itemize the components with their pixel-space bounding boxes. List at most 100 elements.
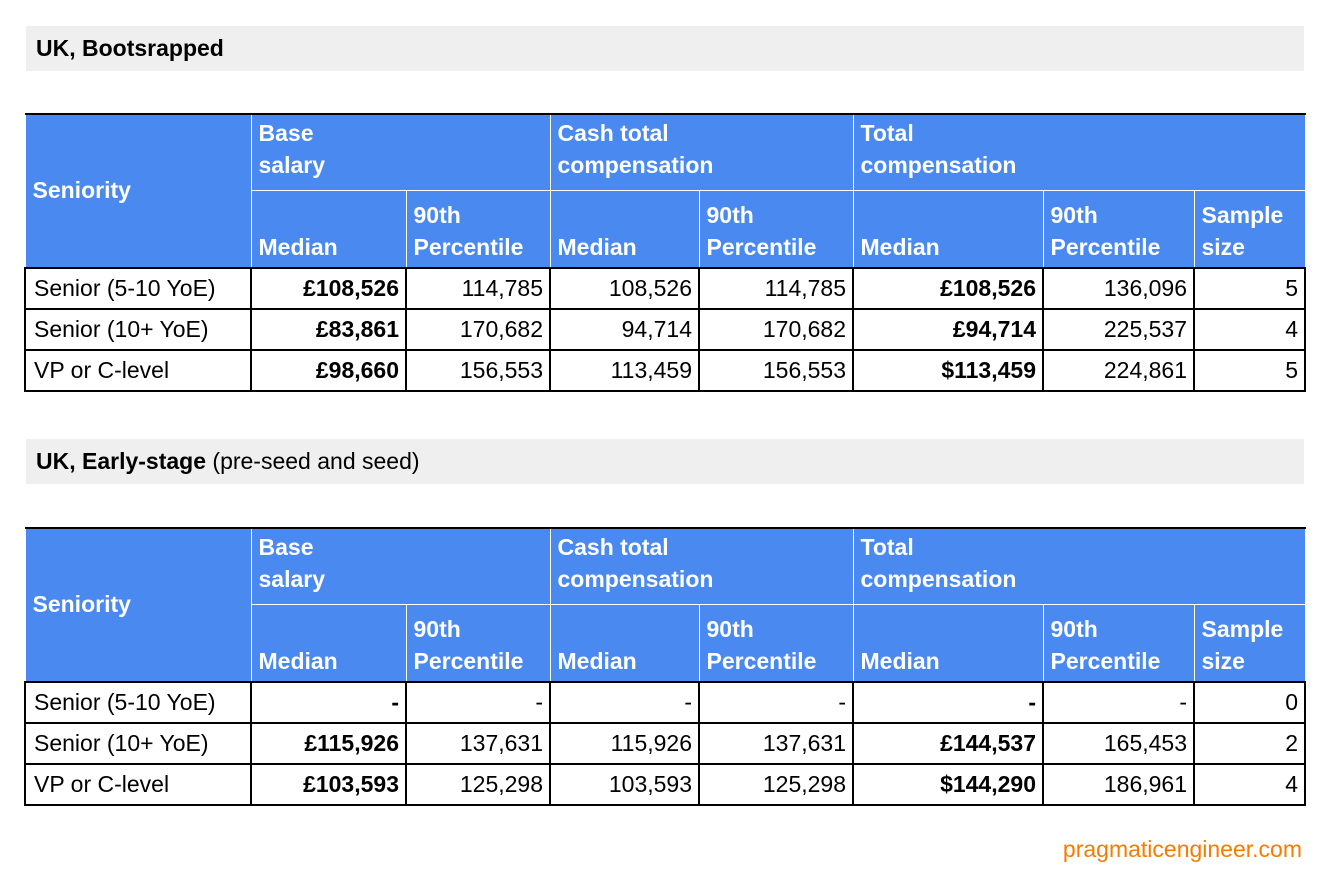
salary-table: Seniority Base salary Cash total compensat… (24, 527, 1307, 806)
data-row: VP or C-level £98,660 156,553 113,459 156,55… (24, 349, 1307, 392)
header-text: Base salary (258, 534, 326, 592)
cell: 114,785 (698, 267, 854, 310)
cell: - (250, 681, 407, 724)
cell: 5 (1192, 267, 1307, 310)
sub-header: Median (549, 603, 700, 683)
cell: - (549, 681, 700, 724)
table-body: Senior (5-10 YoE) £108,526 114,785 108,526 1… (24, 267, 1307, 392)
cell: 170,682 (405, 308, 551, 351)
header-text: Seniority (32, 177, 131, 203)
cell: 113,459 (549, 349, 700, 392)
cell: £108,526 (250, 267, 407, 310)
cell: 115,926 (549, 722, 700, 765)
cell: 137,631 (698, 722, 854, 765)
cell: 224,861 (1042, 349, 1195, 392)
cell: £108,526 (852, 267, 1044, 310)
cell: 4 (1192, 308, 1307, 351)
section-heading: UK, Bootsrapped (26, 26, 1304, 71)
footer-link: pragmaticengineer.com (1062, 836, 1302, 862)
heading-note: (pre-seed and seed) (212, 448, 420, 474)
table-body: Senior (5-10 YoE) - - - - - -0 Senior (10+ YoE)… (24, 681, 1307, 806)
sub-header: 90th Percentile (405, 603, 551, 683)
sub-header: Median (250, 189, 407, 269)
row-label: Senior (5-10 YoE) (24, 681, 252, 724)
group-header: Base salary (250, 527, 551, 605)
header-row: Seniority Base salary Cash total compensat… (24, 113, 1306, 269)
header-text: Cash total compensation (557, 120, 714, 178)
cell: $113,459 (852, 349, 1044, 392)
cell: 225,537 (1042, 308, 1195, 351)
cell: 103,593 (549, 763, 700, 806)
header-text: Cash total compensation (557, 534, 714, 592)
sub-header: Median (852, 603, 1044, 683)
header-text: Base salary (258, 120, 326, 178)
group-header: Seniority (24, 527, 252, 683)
heading-text: UK, Bootsrapped (36, 35, 224, 61)
cell: 114,785 (405, 267, 551, 310)
salary-table: Seniority Base salary Cash total compensat… (24, 113, 1307, 392)
table-header: Seniority Base salary Cash total compensat… (24, 527, 1306, 683)
row-label: Senior (10+ YoE) (24, 308, 252, 351)
group-header: Total compensation (852, 527, 1306, 605)
sub-header: Median (549, 189, 700, 269)
row-label: Senior (10+ YoE) (24, 722, 252, 765)
cell: 186,961 (1042, 763, 1195, 806)
group-header: Cash total compensation (549, 113, 854, 191)
data-row: Senior (5-10 YoE) - - - - - -0 (24, 681, 1307, 724)
cell: £103,593 (250, 763, 407, 806)
sub-header: 90th Percentile (1042, 189, 1195, 269)
sub-header: 90th Percentile (698, 189, 854, 269)
section-heading: UK, Early-stage (pre-seed and seed) (26, 439, 1304, 484)
header-text: Total compensation (860, 534, 1017, 592)
cell: 5 (1192, 349, 1307, 392)
group-header: Seniority (24, 113, 252, 269)
header-row: Median 90th Percentile Median 90th Percenti… (25, 189, 1306, 269)
header-text: Seniority (32, 591, 131, 617)
header-row: Median 90th Percentile Median 90th Percenti… (25, 603, 1306, 683)
row-label: VP or C-level (24, 349, 252, 392)
table-header: Seniority Base salary Cash total compensat… (24, 113, 1306, 269)
cell: £115,926 (250, 722, 407, 765)
cell: 108,526 (549, 267, 700, 310)
cell: £83,861 (250, 308, 407, 351)
cell: 2 (1192, 722, 1307, 765)
header-text: Total compensation (860, 120, 1017, 178)
sub-header: Median (852, 189, 1044, 269)
cell: 125,298 (698, 763, 854, 806)
cell: £144,537 (852, 722, 1044, 765)
sub-header: 90th Percentile (698, 603, 854, 683)
row-label: VP or C-level (24, 763, 252, 806)
sub-header: 90th Percentile (405, 189, 551, 269)
cell: 94,714 (549, 308, 700, 351)
cell: 0 (1192, 681, 1307, 724)
cell: $144,290 (852, 763, 1044, 806)
group-header: Cash total compensation (549, 527, 854, 605)
sub-header: 90th Percentile (1042, 603, 1195, 683)
cell: - (405, 681, 551, 724)
cell: 156,553 (698, 349, 854, 392)
group-header: Total compensation (852, 113, 1306, 191)
cell: 137,631 (405, 722, 551, 765)
data-row: VP or C-level £103,593 125,298 103,593 125,2… (24, 763, 1307, 806)
sub-header: Sample size (1193, 603, 1306, 683)
data-row: Senior (10+ YoE) £83,861 170,682 94,714 170,… (24, 308, 1307, 351)
data-row: Senior (5-10 YoE) £108,526 114,785 108,526 1… (24, 267, 1307, 310)
sub-header: Median (250, 603, 407, 683)
group-header: Base salary (250, 113, 551, 191)
row-label: Senior (5-10 YoE) (24, 267, 252, 310)
cell: - (698, 681, 854, 724)
heading-text: UK, Early-stage (36, 448, 207, 474)
cell: £94,714 (852, 308, 1044, 351)
cell: - (852, 681, 1044, 724)
header-row: Seniority Base salary Cash total compensat… (24, 527, 1306, 683)
sub-header: Sample size (1193, 189, 1306, 269)
cell: - (1042, 681, 1195, 724)
cell: 165,453 (1042, 722, 1195, 765)
cell: 156,553 (405, 349, 551, 392)
cell: 136,096 (1042, 267, 1195, 310)
cell: 170,682 (698, 308, 854, 351)
cell: 125,298 (405, 763, 551, 806)
data-row: Senior (10+ YoE) £115,926 137,631 115,926 13… (24, 722, 1307, 765)
cell: £98,660 (250, 349, 407, 392)
